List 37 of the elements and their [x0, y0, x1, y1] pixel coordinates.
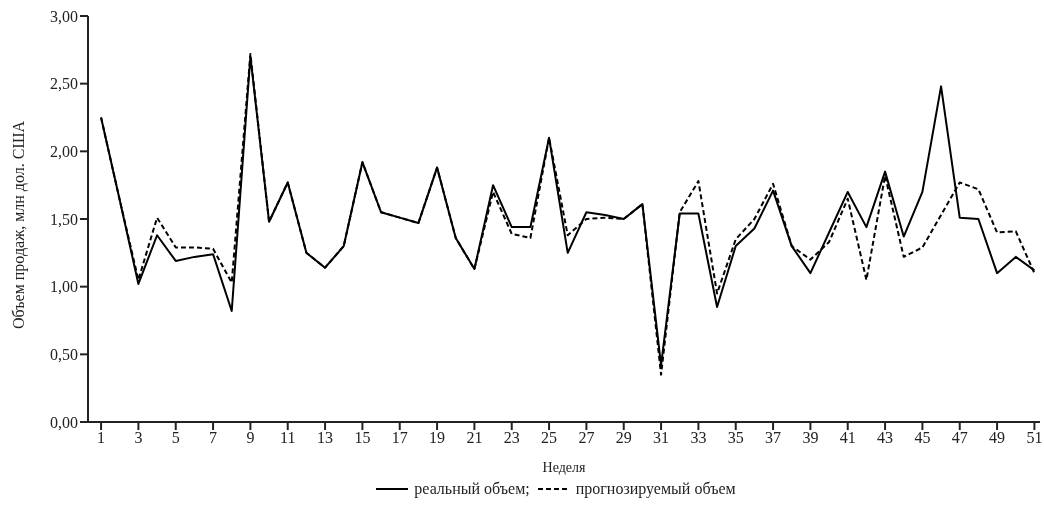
y-tick-label: 2,00 — [50, 143, 78, 161]
y-tick-label: 0,00 — [50, 413, 78, 431]
x-tick-label: 3 — [134, 429, 143, 447]
x-tick-label: 19 — [429, 429, 446, 447]
x-tick-label: 43 — [877, 429, 894, 447]
x-tick-label: 5 — [171, 429, 180, 447]
x-tick-label: 13 — [317, 429, 334, 447]
x-tick-label: 17 — [391, 429, 408, 447]
x-tick-label: 41 — [839, 429, 856, 447]
x-tick-label: 51 — [1026, 429, 1043, 447]
x-tick-label: 11 — [280, 429, 296, 447]
x-tick-label: 45 — [914, 429, 931, 447]
x-tick-label: 23 — [503, 429, 520, 447]
x-tick-label: 29 — [615, 429, 632, 447]
x-tick-label: 39 — [802, 429, 819, 447]
x-tick-label: 1 — [97, 429, 106, 447]
x-tick-label: 49 — [989, 429, 1006, 447]
y-tick-label: 1,50 — [50, 210, 78, 228]
x-tick-label: 47 — [951, 429, 968, 447]
x-tick-label: 37 — [765, 429, 782, 447]
x-tick-label: 35 — [727, 429, 744, 447]
x-tick-label: 7 — [209, 429, 218, 447]
legend-label: прогнозируемый объем — [575, 480, 736, 498]
x-tick-label: 25 — [541, 429, 558, 447]
y-axis-title: Объем продаж, млн дол. США — [9, 120, 28, 329]
x-tick-label: 9 — [246, 429, 255, 447]
y-tick-label: 2,50 — [50, 75, 78, 93]
y-tick-label: 3,00 — [50, 7, 78, 25]
legend-label: реальный объем; — [414, 480, 530, 498]
x-tick-label: 15 — [354, 429, 371, 447]
x-tick-label: 31 — [653, 429, 670, 447]
y-tick-label: 1,00 — [50, 278, 78, 296]
y-tick-label: 0,50 — [50, 346, 78, 364]
x-tick-label: 27 — [578, 429, 595, 447]
x-tick-label: 33 — [690, 429, 707, 447]
x-axis-title: Неделя — [542, 460, 587, 475]
x-tick-label: 21 — [466, 429, 483, 447]
